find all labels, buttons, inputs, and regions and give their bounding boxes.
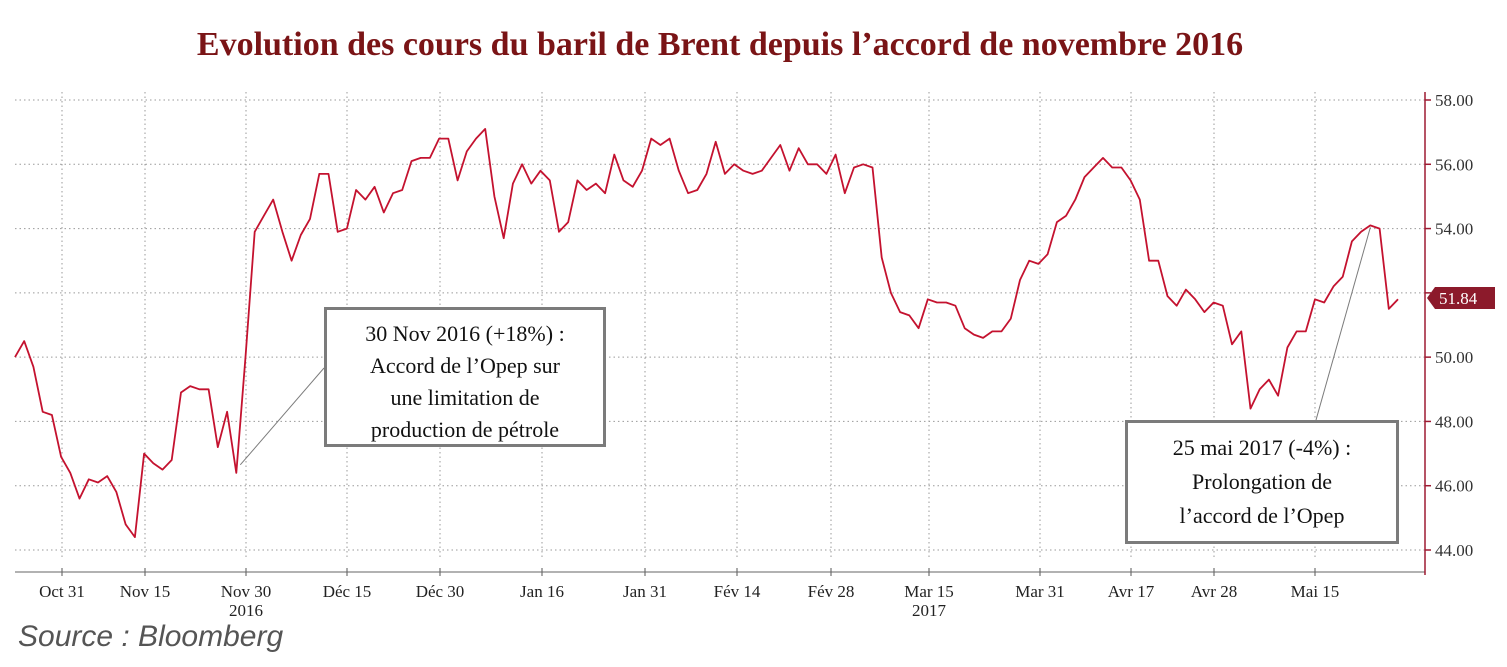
annotation-line: 30 Nov 2016 (+18%) : xyxy=(365,321,565,346)
y-tick-label: 48.00 xyxy=(1435,412,1473,431)
x-tick-label: Mar 31 xyxy=(1015,582,1065,601)
last-value-badge-bg xyxy=(1427,287,1495,309)
x-tick-label: Jan 16 xyxy=(520,582,564,601)
source-note: Source : Bloomberg xyxy=(18,620,284,653)
annotation-line: une limitation de xyxy=(390,385,540,410)
brent-price-line xyxy=(14,127,1399,538)
price-series xyxy=(14,127,1399,538)
annotation-line: Prolongation de xyxy=(1192,469,1332,494)
y-tick-label: 54.00 xyxy=(1435,220,1473,239)
x-tick-label: Fév 14 xyxy=(714,582,761,601)
x-tick-label: Avr 17 xyxy=(1108,582,1155,601)
y-tick-label: 50.00 xyxy=(1435,348,1473,367)
last-value-badge: 51.84 xyxy=(1427,287,1495,309)
x-tick-label: Oct 31 xyxy=(39,582,85,601)
y-tick-label: 46.00 xyxy=(1435,477,1473,496)
connector-may xyxy=(1315,227,1371,421)
x-tick-label: Déc 30 xyxy=(416,582,465,601)
x-tick-label: Fév 28 xyxy=(808,582,855,601)
connector-nov xyxy=(239,367,325,466)
y-tick-label: 58.00 xyxy=(1435,91,1473,110)
annotation-line: l’accord de l’Opep xyxy=(1179,503,1345,528)
x-tick-label: Mar 15 xyxy=(904,582,954,601)
x-tick-label: Déc 15 xyxy=(323,582,372,601)
x-tick-year: 2016 xyxy=(229,601,263,620)
annotation-line: production de pétrole xyxy=(370,417,560,442)
annotation-may-2017: 25 mai 2017 (-4%) : Prolongation de l’ac… xyxy=(1125,420,1399,544)
y-tick-label: 56.00 xyxy=(1435,155,1473,174)
x-tick-label: Mai 15 xyxy=(1291,582,1340,601)
annotation-nov-2016: 30 Nov 2016 (+18%) : Accord de l’Opep su… xyxy=(324,307,606,447)
annotation-line: Accord de l’Opep sur xyxy=(370,353,560,378)
y-tick-label: 44.00 xyxy=(1435,541,1473,560)
x-tick-year: 2017 xyxy=(912,601,947,620)
x-tick-label: Nov 15 xyxy=(120,582,171,601)
chart-title: Evolution des cours du baril de Brent de… xyxy=(196,26,1244,63)
x-tick-label: Avr 28 xyxy=(1191,582,1237,601)
annotation-connectors xyxy=(239,227,1371,466)
x-tick-label: Jan 31 xyxy=(623,582,667,601)
last-value-label: 51.84 xyxy=(1439,289,1478,308)
x-tick-label: Nov 30 xyxy=(221,582,272,601)
annotation-line: 25 mai 2017 (-4%) : xyxy=(1172,435,1352,460)
